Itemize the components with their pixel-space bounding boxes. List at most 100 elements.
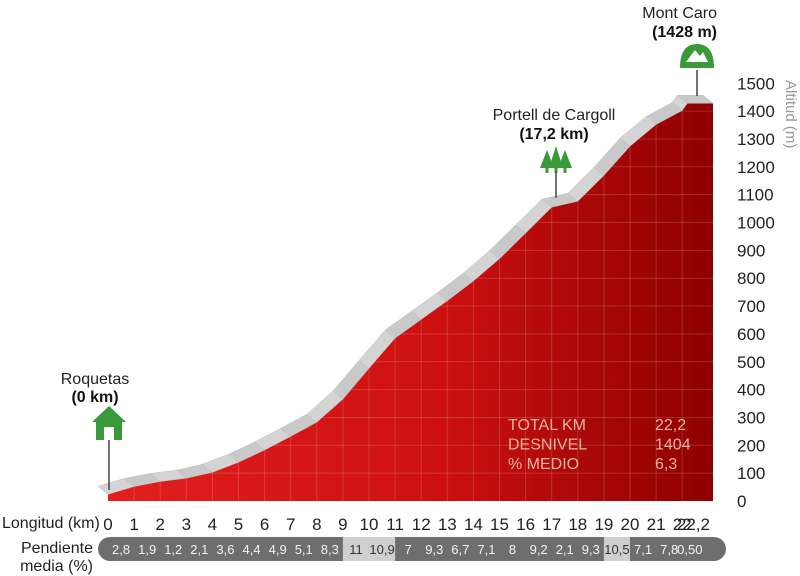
x-tick-label: 3: [182, 515, 191, 534]
x-tick-label: 7: [286, 515, 295, 534]
profile-ribbon-group: [97, 94, 714, 495]
gradient-value: 4,4: [243, 542, 261, 557]
x-tick-label: 9: [338, 515, 347, 534]
mountain-icon: [680, 44, 714, 68]
y-tick-label: 400: [737, 381, 765, 400]
gradient-value: 9,2: [530, 542, 548, 557]
tree-trunk: [545, 167, 549, 173]
gradient-label-line2: media (%): [20, 558, 93, 575]
gradient-value: 5,1: [295, 542, 313, 557]
gradient-value: 0,50: [677, 542, 702, 557]
x-tick-label: 12: [412, 515, 431, 534]
stat-label: % MEDIO: [508, 456, 579, 473]
stat-value: 22,2: [655, 417, 686, 434]
gradient-value: 11: [349, 542, 363, 557]
profile-ribbon-segment: [676, 95, 714, 104]
x-tick-label: 13: [438, 515, 457, 534]
mountain-peak: [686, 50, 708, 62]
gradient-label-line1: Pendiente: [21, 540, 93, 557]
gradient-value: 10,5: [604, 542, 629, 557]
gradient-value: 2,8: [112, 542, 130, 557]
gradient-value: 1,9: [138, 542, 156, 557]
annotation-detail: (17,2 km): [519, 126, 588, 143]
y-tick-label: 1500: [737, 74, 775, 93]
x-tick-label: 8: [312, 515, 321, 534]
x-axis: Longitud (km) 0 1 2 3 4 5 6 7 8 9 10 11 12 13 14 15 16 17 1…: [2, 515, 710, 534]
x-tick-label: 0: [103, 515, 112, 534]
x-tick-label: 10: [360, 515, 379, 534]
gradient-value: 6,7: [451, 542, 469, 557]
annotation-name: Portell de Cargoll: [493, 107, 616, 124]
gradient-value: 9,3: [582, 542, 600, 557]
gradient-value: 9,3: [425, 542, 443, 557]
x-tick-label: 11: [386, 515, 404, 534]
tree-crown: [549, 146, 563, 168]
x-tick-label: 16: [516, 515, 535, 534]
stat-label: TOTAL KM: [508, 417, 586, 434]
gradient-value: 2,1: [556, 542, 574, 557]
gradient-value: 8: [509, 542, 516, 557]
annotation-detail: (0 km): [71, 389, 118, 406]
x-tick-label: 6: [260, 515, 269, 534]
y-tick-label: 100: [737, 464, 765, 483]
x-tick-label: 22,2: [677, 515, 710, 534]
x-tick-label: 1: [129, 515, 138, 534]
tree-crown: [558, 149, 572, 168]
annotation-name: Mont Caro: [642, 5, 717, 22]
gradient-value: 7,8: [660, 542, 678, 557]
profile-area: [108, 103, 713, 502]
gradient-segment-steep: [369, 537, 396, 561]
y-axis: 0 100 200 300 400 500 600 700 800 900 1000 1100 1200…: [737, 74, 799, 511]
y-tick-label: 800: [737, 269, 765, 288]
annotation-trees: Portell de Cargoll (17,2 km): [493, 107, 616, 198]
y-tick-label: 300: [737, 408, 765, 427]
y-tick-label: 1300: [737, 130, 775, 149]
x-tick-label: 17: [542, 515, 561, 534]
y-tick-label: 1100: [737, 186, 774, 205]
y-tick-label: 200: [737, 436, 765, 455]
stat-label: DESNIVEL: [508, 437, 587, 454]
y-tick-label: 900: [737, 241, 765, 260]
y-tick-label: 600: [737, 325, 765, 344]
house-roof: [92, 406, 126, 422]
x-tick-label: 14: [464, 515, 483, 534]
house-icon: [92, 406, 126, 440]
gradient-bar-background: [98, 537, 726, 561]
profile-area-group: [108, 103, 713, 502]
annotations: Roquetas(0 km) Portell de Cargoll (17,2 km…: [61, 5, 717, 490]
gradient-value: 3,6: [216, 542, 234, 557]
gradient-segment-steep: [342, 537, 369, 561]
y-tick-label: 700: [737, 297, 765, 316]
gradient-value: 10,9: [369, 542, 394, 557]
y-tick-label: 0: [737, 492, 746, 511]
annotation-house: Roquetas(0 km): [61, 371, 130, 490]
annotation-name: Roquetas: [61, 371, 130, 388]
gradient-value: 2,1: [190, 542, 208, 557]
stat-value: 6,3: [655, 456, 677, 473]
x-axis-title: Longitud (km): [2, 515, 100, 532]
stats-box: TOTAL KM 22,2 DESNIVEL 1404 % MEDIO 6,3: [508, 417, 691, 473]
trees-icon: [540, 146, 572, 173]
x-tick-label: 2: [155, 515, 164, 534]
x-tick-label: 21: [647, 515, 666, 534]
tree-trunk: [563, 167, 567, 173]
tree-trunk: [554, 167, 558, 173]
x-tick-label: 18: [568, 515, 587, 534]
gradient-segment-steep: [603, 537, 630, 561]
x-tick-label: 5: [234, 515, 243, 534]
gradient-value: 7,1: [477, 542, 495, 557]
house-door: [104, 427, 114, 440]
x-tick-label: 20: [621, 515, 640, 534]
gradient-value: 7,1: [634, 542, 652, 557]
x-tick-label: 22: [673, 515, 692, 534]
y-axis-title: Altitud (m): [782, 80, 799, 148]
y-tick-label: 500: [737, 353, 765, 372]
gradient-value: 1,2: [164, 542, 182, 557]
x-tick-label: 15: [490, 515, 509, 534]
y-tick-label: 1400: [737, 102, 775, 121]
gradient-value: 4,9: [269, 542, 287, 557]
y-tick-label: 1000: [737, 214, 775, 233]
